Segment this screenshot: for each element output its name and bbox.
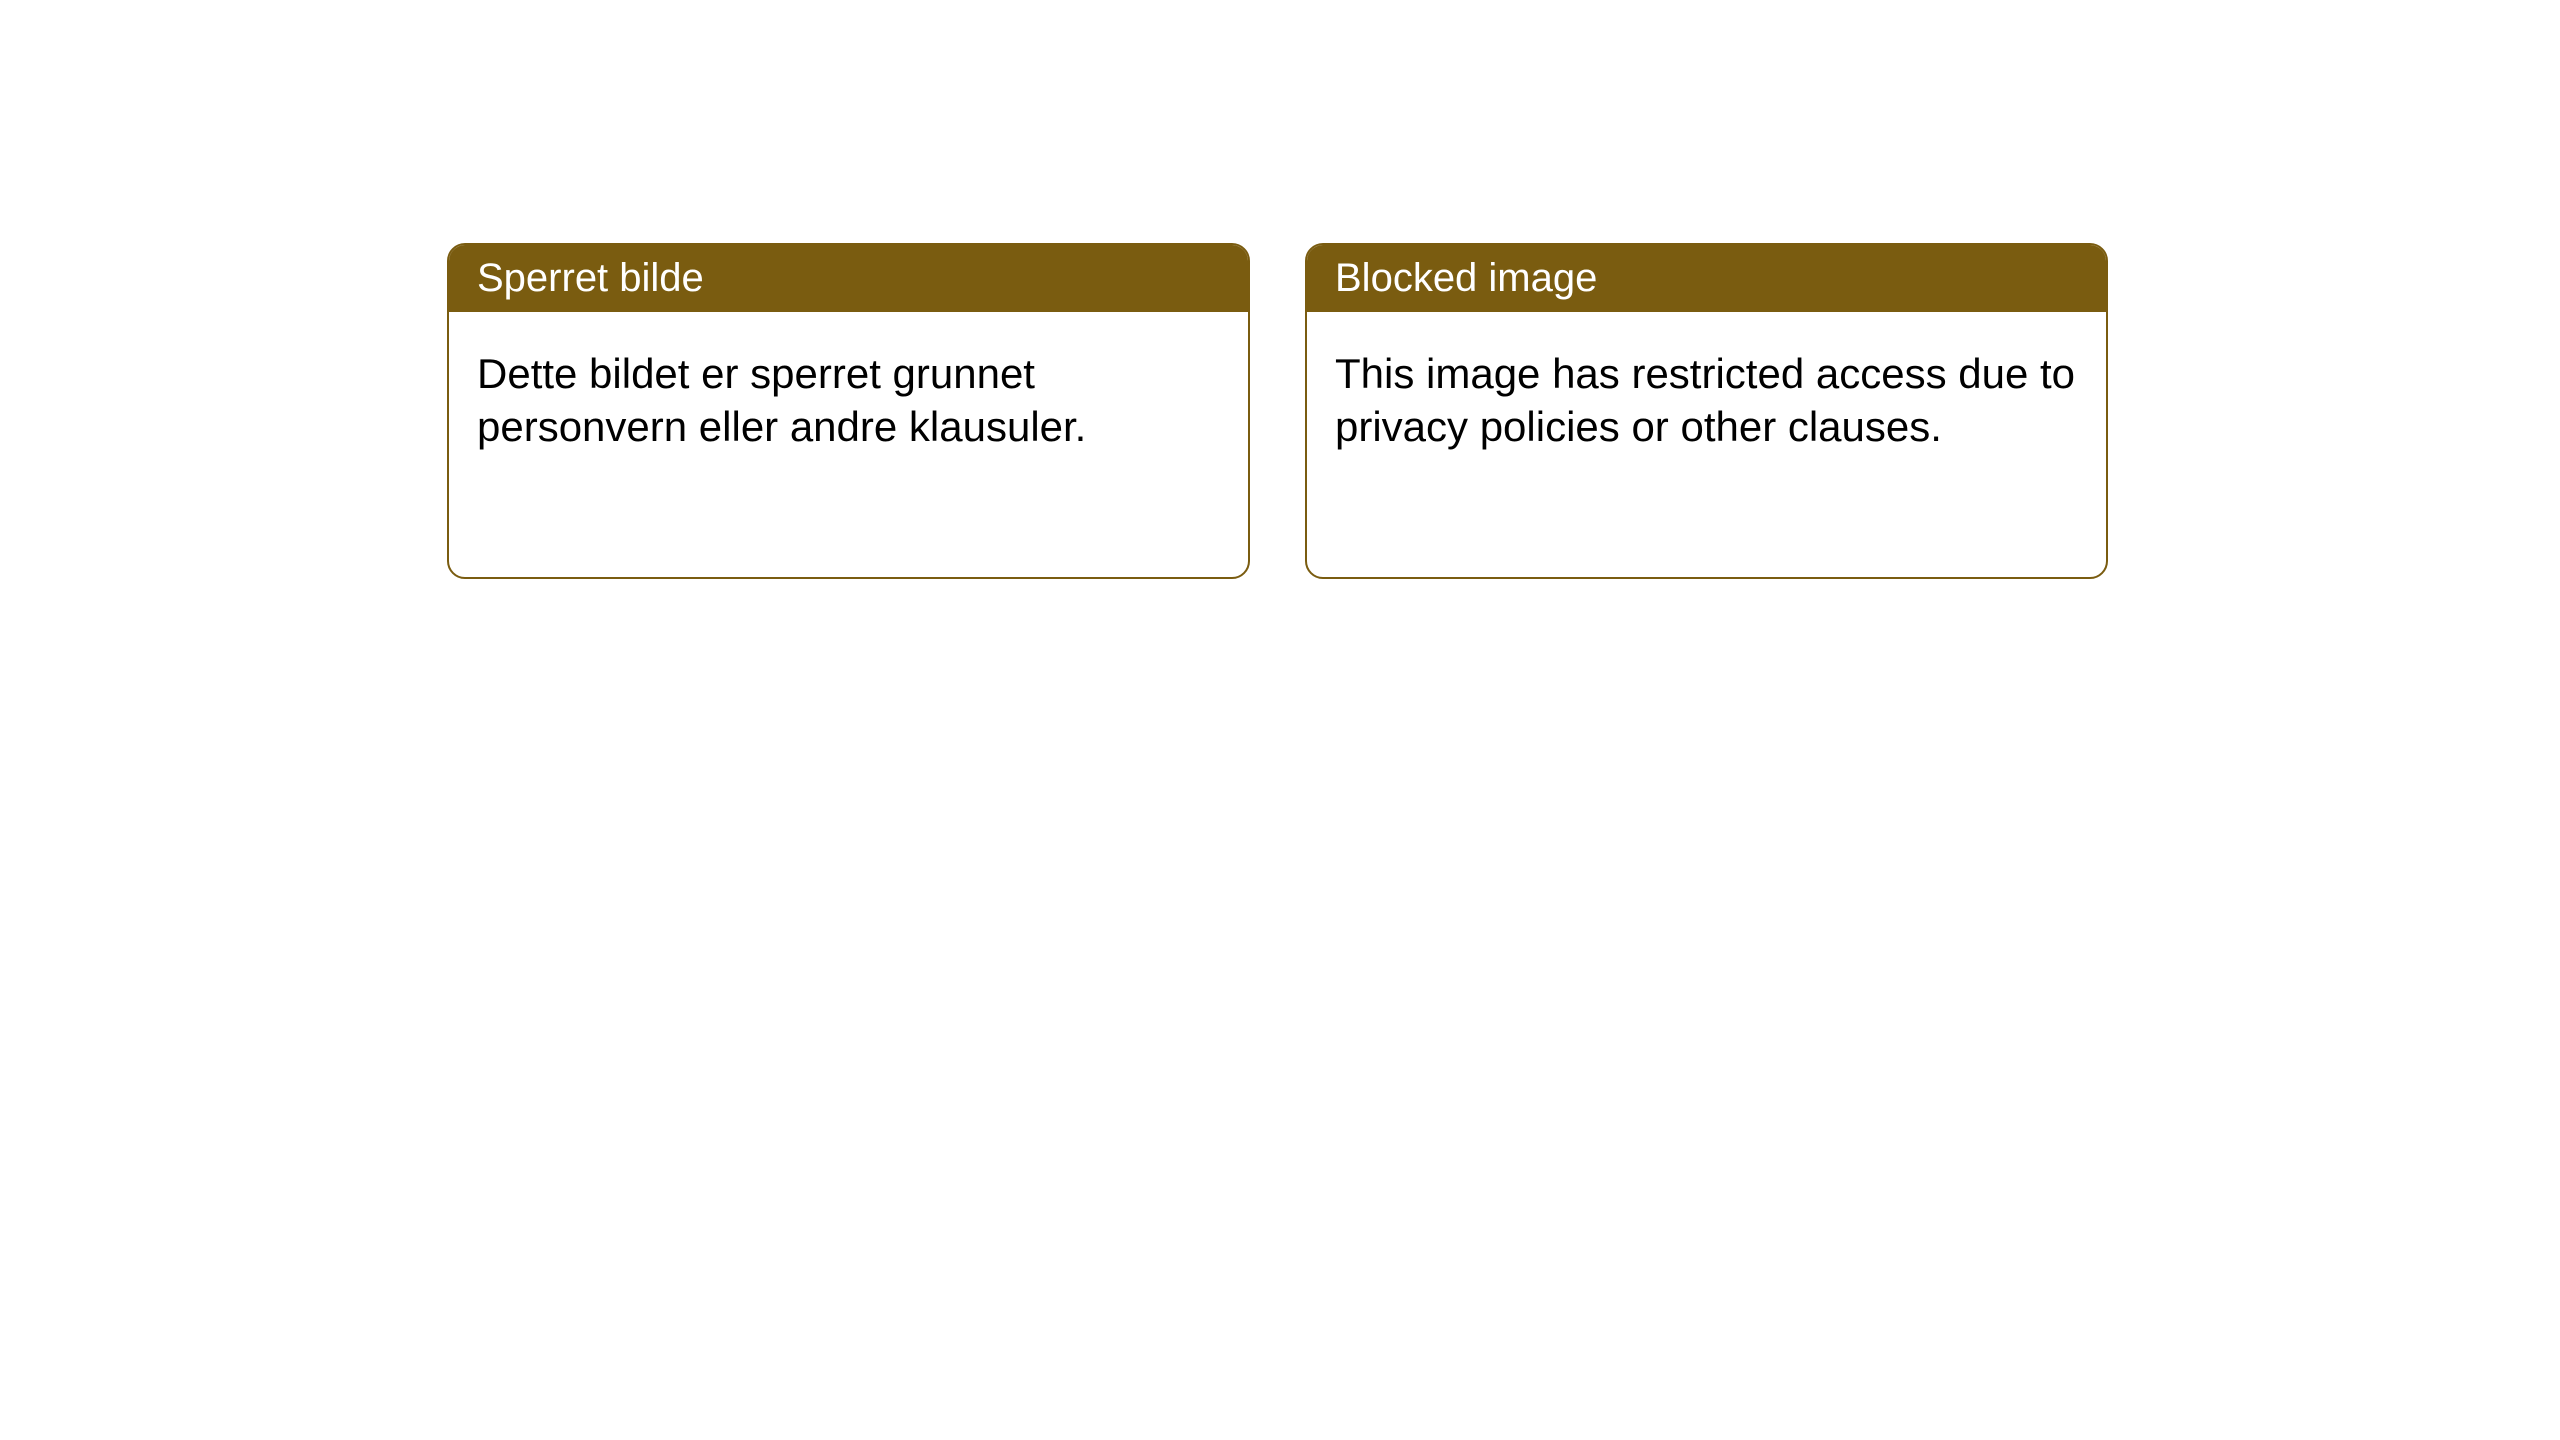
blocked-image-panel-no: Sperret bilde Dette bildet er sperret gr… [447, 243, 1250, 579]
panel-title-en: Blocked image [1307, 245, 2106, 312]
panels-container: Sperret bilde Dette bildet er sperret gr… [447, 243, 2108, 579]
panel-body-no: Dette bildet er sperret grunnet personve… [449, 312, 1248, 481]
blocked-image-panel-en: Blocked image This image has restricted … [1305, 243, 2108, 579]
panel-title-no: Sperret bilde [449, 245, 1248, 312]
panel-body-en: This image has restricted access due to … [1307, 312, 2106, 481]
